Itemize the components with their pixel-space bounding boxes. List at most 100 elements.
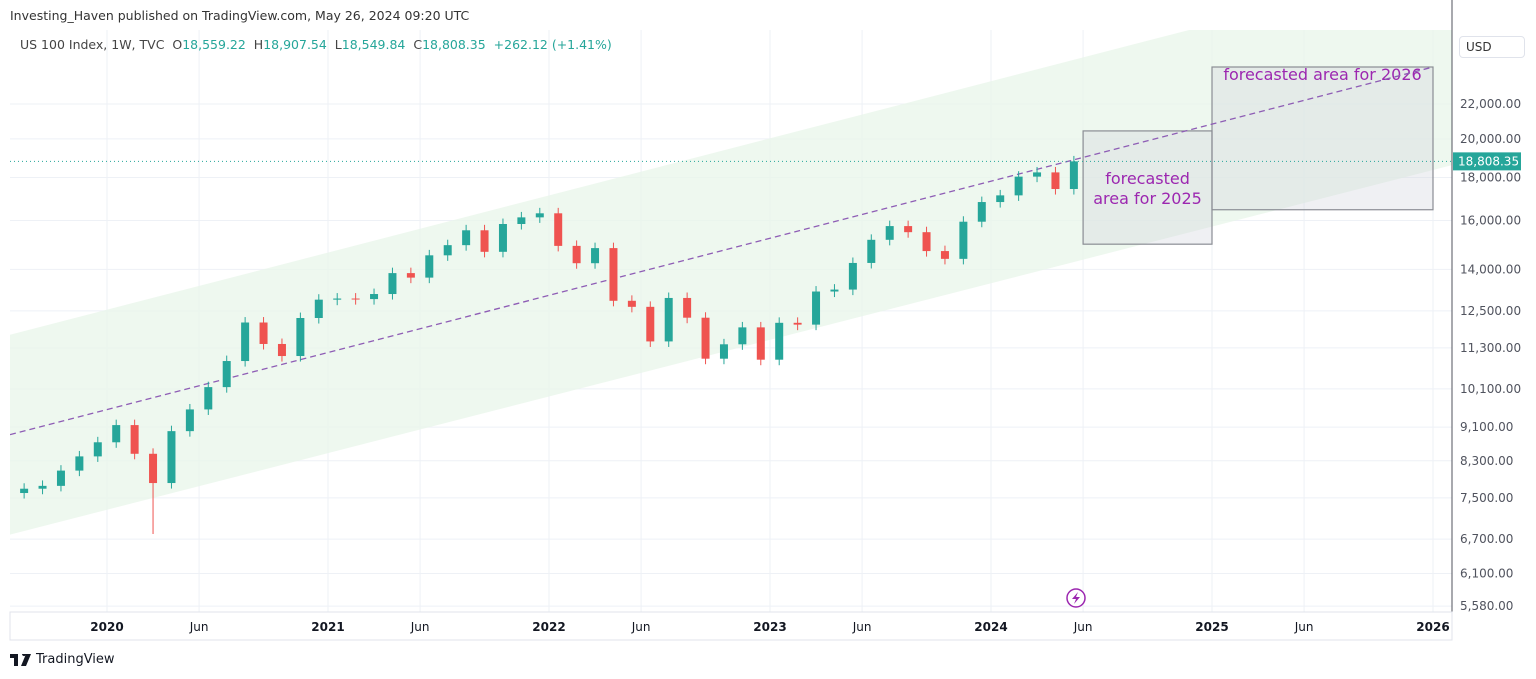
candle-body xyxy=(719,344,728,359)
candle-body xyxy=(222,361,231,388)
time-tick-label: Jun xyxy=(410,620,430,634)
open-label: O xyxy=(172,37,183,52)
open-value: 18,559.22 xyxy=(182,37,246,52)
ohlc-legend: US 100 Index, 1W, TVC O18,559.22 H18,907… xyxy=(20,37,612,52)
price-tick-label: 14,000.00 xyxy=(1460,262,1521,276)
candle-body xyxy=(609,248,618,301)
candle-body xyxy=(185,409,194,432)
candle-body xyxy=(259,322,268,344)
candle-body xyxy=(149,453,158,484)
low-label: L xyxy=(334,37,342,52)
time-tick-label: Jun xyxy=(852,620,872,634)
candle-body xyxy=(627,300,636,307)
candle-body xyxy=(1069,161,1078,190)
candle-body xyxy=(480,230,489,252)
candle-body xyxy=(996,195,1005,203)
last-price-badge xyxy=(1453,152,1521,171)
regression-channel xyxy=(10,30,1452,535)
forecast-label: area for 2025 xyxy=(1093,189,1202,208)
candle-body xyxy=(498,224,507,252)
candle-body xyxy=(333,298,342,300)
candle-body xyxy=(443,245,452,256)
price-tick-label: 10,100.00 xyxy=(1460,382,1521,396)
candle-body xyxy=(277,343,286,357)
price-tick-label: 6,700.00 xyxy=(1460,532,1513,546)
price-tick-label: 16,000.00 xyxy=(1460,214,1521,228)
candle-body xyxy=(664,297,673,342)
candle-body xyxy=(554,213,563,246)
candle-body xyxy=(93,442,102,457)
candle-body xyxy=(38,485,47,489)
price-tick-label: 12,500.00 xyxy=(1460,304,1521,318)
price-tick-label: 7,500.00 xyxy=(1460,491,1513,505)
publisher-line: Investing_Haven published on TradingView… xyxy=(10,8,470,23)
candle-body xyxy=(314,299,323,319)
lightning-icon-bolt xyxy=(1072,592,1080,604)
candle-body xyxy=(1033,172,1042,177)
candle-body xyxy=(167,431,176,484)
candle-body xyxy=(370,294,379,300)
forecast-box-1 xyxy=(1082,130,1213,245)
candle-body xyxy=(683,297,692,318)
candle-body xyxy=(940,251,949,259)
time-tick-label: 2021 xyxy=(311,620,344,634)
time-tick-label: Jun xyxy=(189,620,209,634)
price-tick-label: 6,100.00 xyxy=(1460,566,1513,580)
time-tick-label: 2025 xyxy=(1195,620,1228,634)
candle-body xyxy=(572,245,581,264)
forecast-label: forecasted xyxy=(1105,169,1190,188)
time-tick-label: 2020 xyxy=(90,620,123,634)
candle-body xyxy=(462,230,471,246)
candle-body xyxy=(1014,176,1023,196)
price-tick-label: 22,000.00 xyxy=(1460,97,1521,111)
candle-body xyxy=(775,322,784,360)
price-tick-label: 20,000.00 xyxy=(1460,132,1521,146)
currency-button[interactable]: USD xyxy=(1459,36,1525,58)
candle-body xyxy=(517,217,526,225)
candle-body xyxy=(701,317,710,359)
last-price-label: 18,808.35 xyxy=(1458,154,1519,168)
candle-body xyxy=(848,262,857,290)
candle-body xyxy=(867,239,876,263)
candle-body xyxy=(830,289,839,292)
candle-body xyxy=(241,322,250,362)
time-axis-box xyxy=(9,611,1453,641)
low-value: 18,549.84 xyxy=(341,37,406,52)
candle-body xyxy=(738,327,747,345)
time-tick-label: 2023 xyxy=(753,620,786,634)
time-tick-label: Jun xyxy=(1294,620,1314,634)
price-tick-label: 11,300.00 xyxy=(1460,341,1521,355)
candle-body xyxy=(425,255,434,278)
candle-body xyxy=(130,425,139,454)
candle-body xyxy=(646,306,655,342)
candle-body xyxy=(959,221,968,259)
change-value: +262.12 (+1.41%) xyxy=(493,37,612,52)
channel-midline xyxy=(10,66,1434,436)
candle-body xyxy=(20,488,29,494)
brand-label: TradingView xyxy=(36,652,115,667)
candle-body xyxy=(296,318,305,357)
candle-body xyxy=(1051,172,1060,190)
lightning-icon[interactable] xyxy=(1066,588,1086,608)
candle-body xyxy=(351,298,360,300)
candle-body xyxy=(922,232,931,252)
candle-body xyxy=(388,273,397,295)
price-tick-label: 5,580.00 xyxy=(1460,599,1513,613)
candle-body xyxy=(406,273,415,278)
candle-body xyxy=(75,456,84,471)
time-tick-label: Jun xyxy=(631,620,651,634)
candle-body xyxy=(204,387,213,410)
candle-body xyxy=(812,291,821,325)
candle-body xyxy=(977,202,986,222)
candle-body xyxy=(885,226,894,240)
price-tick-label: 8,300.00 xyxy=(1460,454,1513,468)
tradingview-logo[interactable]: TradingView xyxy=(10,652,115,667)
time-tick-label: Jun xyxy=(1073,620,1093,634)
candle-body xyxy=(904,226,913,233)
price-tick-label: 18,000.00 xyxy=(1460,170,1521,184)
high-label: H xyxy=(253,37,264,52)
forecast-box-2 xyxy=(1211,66,1434,211)
time-tick-label: 2024 xyxy=(974,620,1007,634)
